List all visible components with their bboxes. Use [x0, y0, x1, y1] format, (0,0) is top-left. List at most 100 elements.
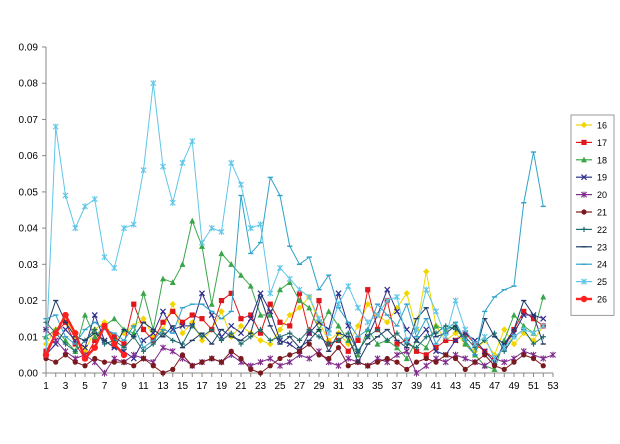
data-point	[287, 323, 293, 329]
data-point	[111, 264, 118, 272]
data-point	[91, 196, 98, 203]
data-point	[423, 355, 429, 362]
data-point	[394, 330, 400, 336]
legend-item: 18	[576, 155, 607, 165]
data-point	[443, 337, 449, 343]
data-point	[355, 304, 361, 311]
data-point	[92, 355, 98, 362]
data-point	[530, 316, 537, 322]
data-point	[394, 344, 400, 351]
data-point	[423, 362, 430, 369]
y-tick-label: 0.06	[19, 151, 39, 162]
data-point	[423, 344, 430, 351]
series-line	[45, 220, 544, 370]
data-point	[81, 344, 89, 351]
data-point	[238, 181, 244, 188]
data-point	[296, 286, 303, 293]
y-tick-label: 0.01	[19, 332, 39, 343]
data-point	[121, 225, 127, 232]
data-point	[394, 351, 400, 358]
data-point	[540, 334, 546, 340]
data-point	[482, 352, 488, 358]
x-tick-label: 39	[411, 381, 423, 392]
data-point	[276, 326, 284, 333]
data-point	[403, 348, 410, 355]
x-tick-label: 1	[43, 381, 49, 392]
data-point	[462, 355, 469, 362]
data-point	[189, 323, 195, 329]
data-point	[491, 355, 498, 362]
series-24	[43, 151, 546, 356]
data-point	[189, 363, 195, 369]
series-26	[42, 311, 128, 362]
data-point	[581, 209, 587, 215]
data-point	[413, 337, 420, 344]
data-point	[335, 345, 342, 351]
data-point	[581, 156, 587, 163]
data-point	[92, 326, 98, 333]
x-tick-label: 45	[469, 381, 481, 392]
data-point	[472, 359, 478, 365]
series-23	[43, 296, 546, 363]
data-point	[160, 319, 166, 325]
data-point	[335, 301, 342, 308]
data-point	[581, 191, 587, 198]
data-point	[101, 253, 108, 261]
data-point	[481, 362, 488, 369]
data-point	[72, 359, 78, 365]
y-tick-label: 0.03	[19, 260, 39, 271]
x-tick-label: 47	[489, 381, 501, 392]
data-point	[238, 272, 244, 278]
data-point	[286, 340, 293, 348]
data-point	[581, 278, 587, 285]
data-point	[208, 225, 215, 232]
data-point	[404, 366, 410, 372]
data-point	[345, 348, 351, 354]
data-point	[257, 311, 264, 318]
series-21	[43, 341, 546, 376]
data-point	[248, 312, 254, 318]
data-point	[248, 366, 254, 372]
data-point	[277, 362, 283, 369]
data-point	[296, 337, 303, 343]
data-point	[501, 326, 508, 333]
data-point	[247, 315, 254, 322]
x-tick-label: 35	[372, 381, 384, 392]
data-point	[140, 290, 147, 296]
x-tick-label: 37	[391, 381, 403, 392]
x-axis: 1 3 5 7 9 11 13 15 17 19 21 23 25 27 29 31 33 35 37 39 41 43 4…	[43, 372, 559, 392]
x-tick-label: 43	[450, 381, 462, 392]
data-point	[121, 341, 127, 347]
legend-label: 16	[597, 121, 607, 131]
data-point	[335, 322, 342, 329]
data-point	[394, 341, 400, 347]
data-point	[169, 199, 176, 206]
data-point	[101, 341, 108, 347]
data-point	[413, 345, 420, 351]
x-tick-label: 11	[138, 381, 149, 392]
data-point	[91, 344, 98, 351]
data-point	[325, 308, 332, 315]
x-tick-label: 7	[102, 381, 108, 392]
data-point	[228, 159, 235, 167]
data-point	[72, 348, 78, 354]
data-point	[423, 286, 430, 293]
x-tick-label: 5	[82, 381, 88, 392]
data-point	[384, 355, 390, 362]
data-point	[520, 312, 527, 319]
legend-item: 19	[576, 173, 607, 183]
data-point	[257, 330, 264, 336]
x-tick-label: 51	[528, 381, 540, 392]
data-point	[384, 297, 391, 304]
data-point	[384, 286, 391, 293]
data-point	[403, 355, 410, 362]
data-point	[130, 221, 137, 228]
data-point	[511, 333, 517, 340]
data-point	[530, 330, 537, 337]
data-point	[120, 351, 128, 359]
data-point	[121, 359, 127, 365]
data-point	[62, 341, 69, 347]
data-point	[111, 334, 117, 340]
data-point	[277, 319, 283, 325]
legend-label: 25	[597, 277, 607, 287]
